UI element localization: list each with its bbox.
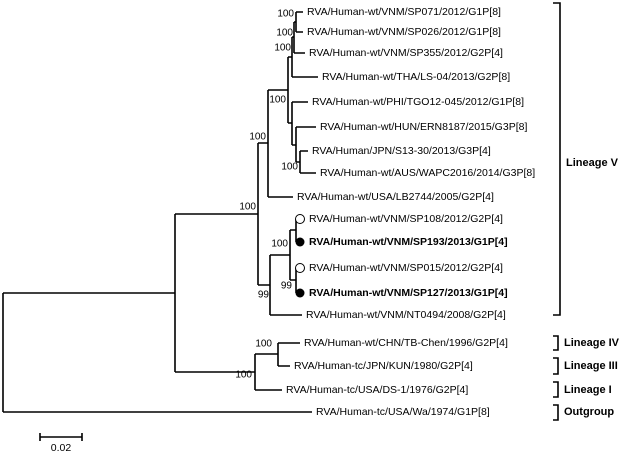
leaf-labels: RVA/Human-wt/VNM/SP071/2012/G1P[8] RVA/H… (286, 6, 535, 418)
bootstrap: 100 (277, 9, 294, 20)
leaf-label: RVA/Human-wt/USA/LB2744/2005/G2P[4] (297, 191, 494, 203)
leaf-label: RVA/Human-tc/USA/DS-1/1976/G2P[4] (286, 384, 468, 396)
leaf-label: RVA/Human-wt/VNM/NT0494/2008/G2P[4] (306, 309, 506, 321)
bootstrap: 100 (274, 43, 291, 54)
leaf-label: RVA/Human-wt/VNM/SP193/2013/G1P[4] (309, 236, 508, 248)
leaf-label: RVA/Human-wt/VNM/SP355/2012/G2P[4] (309, 47, 503, 59)
lineage-label: Lineage IV (564, 337, 620, 349)
lineage-label: Lineage I (564, 384, 612, 396)
filled-circle (295, 288, 305, 298)
scale-label: 0.02 (51, 442, 72, 452)
bootstrap: 99 (258, 290, 270, 301)
leaf-label: RVA/Human-wt/THA/LS-04/2013/G2P[8] (322, 71, 510, 83)
open-circle (295, 214, 305, 224)
leaf-label: RVA/Human-wt/PHI/TGO12-045/2012/G1P[8] (312, 96, 524, 108)
tree-branches (2, 11, 318, 413)
scale-bar (39, 433, 83, 441)
lineage-label: Outgroup (564, 406, 614, 418)
bootstrap: 100 (276, 28, 293, 39)
leaf-label: RVA/Human-wt/VNM/SP108/2012/G2P[4] (309, 213, 503, 225)
lineage-label: Lineage III (564, 360, 618, 372)
leaf-label: RVA/Human-wt/VNM/SP127/2013/G1P[4] (309, 287, 508, 299)
leaf-label: RVA/Human/JPN/S13-30/2013/G3P[4] (312, 145, 491, 157)
lineage-brackets (553, 2, 561, 421)
bootstrap: 100 (281, 162, 298, 173)
bootstrap-values: 100 100 100 100 100 100 100 100 99 99 10… (235, 9, 298, 381)
bootstrap: 100 (271, 239, 288, 250)
leaf-label: RVA/Human-tc/USA/Wa/1974/G1P[8] (316, 406, 490, 418)
lineage-label: Lineage V (566, 157, 619, 169)
leaf-label: RVA/Human-wt/VNM/SP026/2012/G1P[8] (307, 26, 501, 38)
leaf-label: RVA/Human-wt/AUS/WAPC2016/2014/G3P[8] (320, 167, 535, 179)
open-circle (295, 263, 305, 273)
leaf-label: RVA/Human-wt/HUN/ERN8187/2015/G3P[8] (320, 121, 527, 133)
filled-circle (295, 237, 305, 247)
bootstrap: 100 (235, 370, 252, 381)
bootstrap: 100 (269, 95, 286, 106)
leaf-label: RVA/Human-wt/CHN/TB-Chen/1996/G2P[4] (304, 337, 508, 349)
leaf-label: RVA/Human-tc/JPN/KUN/1980/G2P[4] (294, 360, 473, 372)
bootstrap: 99 (281, 281, 293, 292)
bootstrap: 100 (255, 339, 272, 350)
leaf-label: RVA/Human-wt/VNM/SP015/2012/G2P[4] (309, 262, 503, 274)
bootstrap: 100 (239, 202, 256, 213)
leaf-label: RVA/Human-wt/VNM/SP071/2012/G1P[8] (307, 6, 501, 18)
bootstrap: 100 (249, 132, 266, 143)
